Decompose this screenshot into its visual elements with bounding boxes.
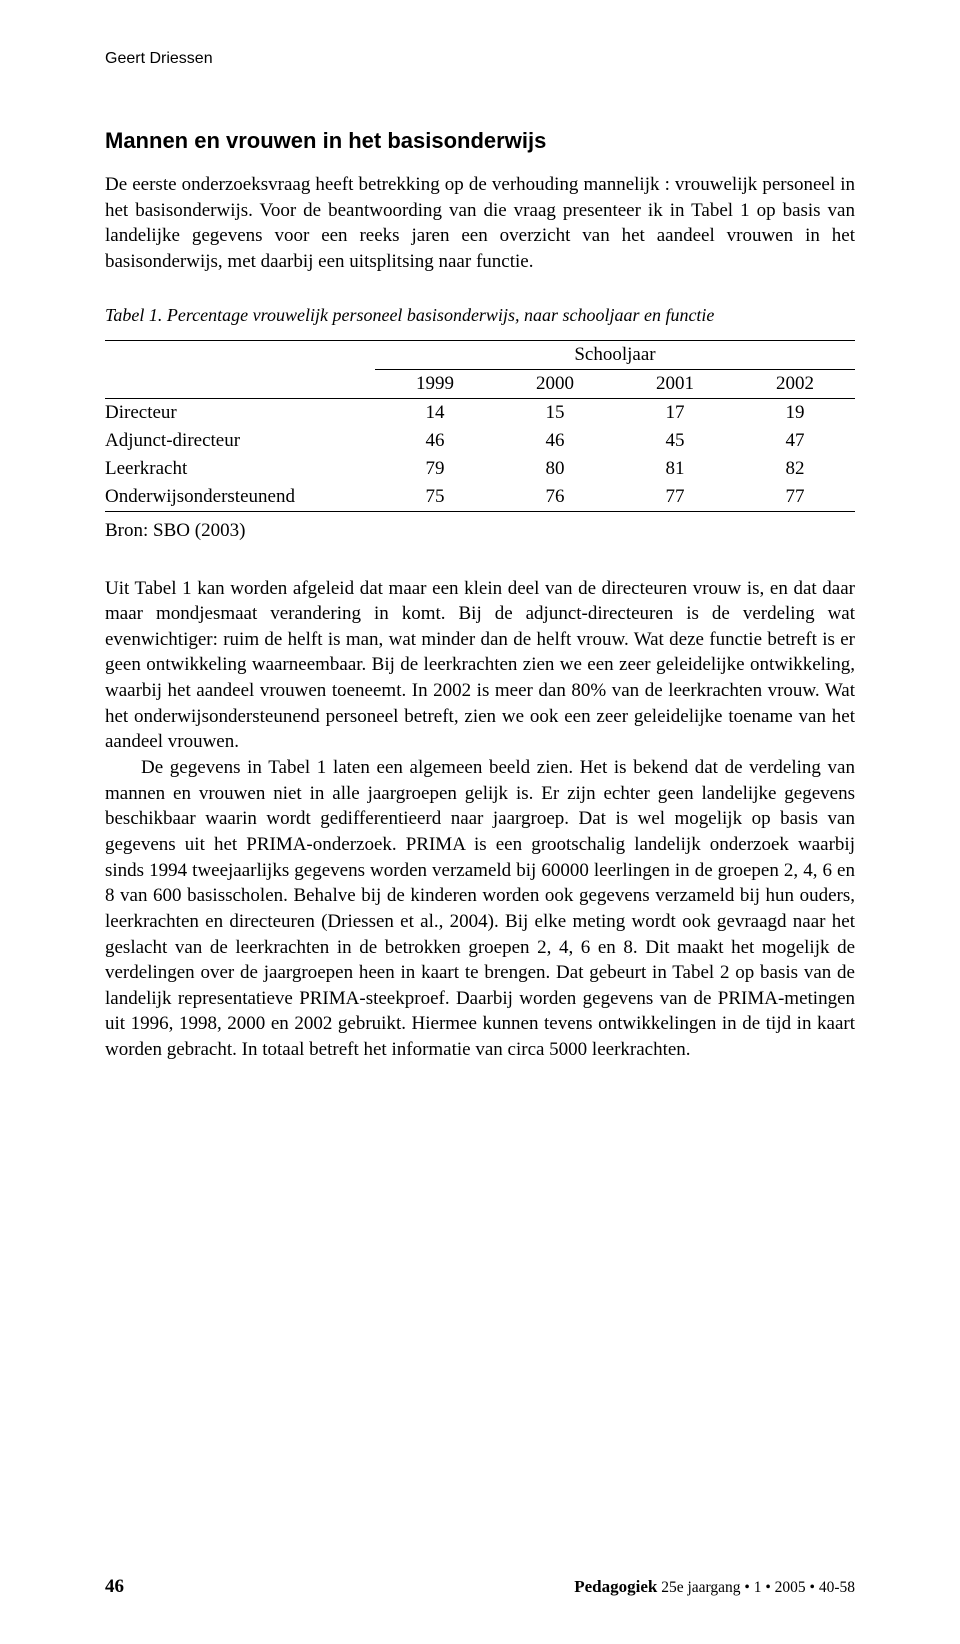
paragraph-2: Uit Tabel 1 kan worden afgeleid dat maar… — [105, 576, 855, 755]
table-1: Schooljaar 1999 2000 2001 2002 Directeur… — [105, 340, 855, 512]
table-1-row-0-val-3: 19 — [735, 398, 855, 427]
table-1-superheader: Schooljaar — [375, 340, 855, 369]
journal-meta: 25e jaargang • 1 • 2005 • 40-58 — [657, 1579, 855, 1596]
table-1-row-0-val-2: 17 — [615, 398, 735, 427]
page-footer: 46 Pedagogiek 25e jaargang • 1 • 2005 • … — [105, 1576, 855, 1598]
table-1-year-2002: 2002 — [735, 369, 855, 398]
table-1-year-2000: 2000 — [495, 369, 615, 398]
table-1-row-2-label: Leerkracht — [105, 455, 375, 483]
section-heading: Mannen en vrouwen in het basisonderwijs — [105, 128, 855, 154]
table-1-row-3-val-1: 76 — [495, 483, 615, 512]
table-1-row-1-val-0: 46 — [375, 427, 495, 455]
page-number: 46 — [105, 1576, 124, 1598]
table-1-row-2-val-2: 81 — [615, 455, 735, 483]
table-row: Onderwijsondersteunend 75 76 77 77 — [105, 483, 855, 512]
table-row: Leerkracht 79 80 81 82 — [105, 455, 855, 483]
table-1-row-3-val-2: 77 — [615, 483, 735, 512]
journal-name: Pedagogiek — [574, 1577, 657, 1596]
table-1-caption: Tabel 1. Percentage vrouwelijk personeel… — [105, 305, 855, 326]
table-row: Directeur 14 15 17 19 — [105, 398, 855, 427]
table-1-row-0-val-1: 15 — [495, 398, 615, 427]
table-1-row-2-val-1: 80 — [495, 455, 615, 483]
table-1-row-1-val-3: 47 — [735, 427, 855, 455]
paragraph-3: De gegevens in Tabel 1 laten een algemee… — [105, 755, 855, 1063]
table-1-row-2-val-3: 82 — [735, 455, 855, 483]
table-1-row-3-label: Onderwijsondersteunend — [105, 483, 375, 512]
table-1-row-2-val-0: 79 — [375, 455, 495, 483]
table-1-row-0-val-0: 14 — [375, 398, 495, 427]
table-1-row-3-val-3: 77 — [735, 483, 855, 512]
table-1-row-0-label: Directeur — [105, 398, 375, 427]
table-1-row-1-label: Adjunct-directeur — [105, 427, 375, 455]
table-1-row-1-val-2: 45 — [615, 427, 735, 455]
table-1-source: Bron: SBO (2003) — [105, 520, 855, 542]
running-header: Geert Driessen — [105, 50, 855, 68]
table-row: Adjunct-directeur 46 46 45 47 — [105, 427, 855, 455]
journal-info: Pedagogiek 25e jaargang • 1 • 2005 • 40-… — [574, 1577, 855, 1597]
table-1-year-2001: 2001 — [615, 369, 735, 398]
table-1-row-1-val-1: 46 — [495, 427, 615, 455]
table-1-year-1999: 1999 — [375, 369, 495, 398]
intro-paragraph: De eerste onderzoeksvraag heeft betrekki… — [105, 172, 855, 275]
table-1-row-3-val-0: 75 — [375, 483, 495, 512]
